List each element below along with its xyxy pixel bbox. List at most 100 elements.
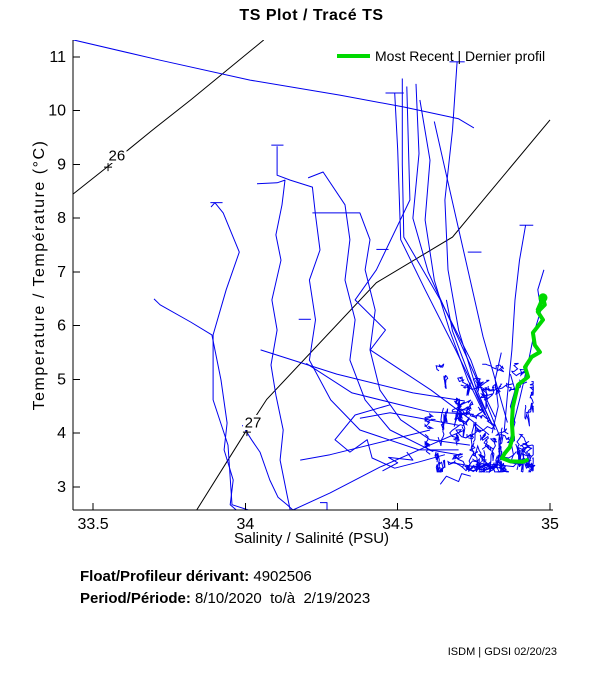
y-tick-label: 3 [57, 479, 66, 496]
cluster-stroke [473, 444, 482, 473]
float-id-label: Float/Profileur dérivant: [80, 568, 250, 585]
cluster-stroke [447, 460, 471, 472]
ts-profile-line [320, 502, 328, 510]
cluster-stroke [481, 437, 498, 452]
axes [72, 40, 553, 511]
ts-profile-line [312, 212, 470, 446]
ts-profile-line [382, 451, 414, 472]
cluster-stroke [449, 414, 470, 441]
most-recent-profile-start-blob [538, 293, 548, 303]
cluster-stroke [468, 451, 479, 466]
cluster-stroke [455, 429, 475, 440]
y-tick-label: 8 [57, 210, 66, 227]
density-contour-line [73, 40, 265, 195]
legend: Most Recent | Dernier profil [337, 48, 545, 64]
contour-label: 26 [109, 147, 126, 164]
density-contour-line [196, 119, 551, 510]
ts-profiles [73, 40, 545, 510]
period-label: Period/Période: [80, 590, 191, 607]
cluster-stroke [434, 451, 442, 473]
ts-profile-line [359, 412, 459, 426]
figure-footer: Float/Profileur dérivant: 4902506 Period… [80, 566, 370, 610]
ts-profile-line [354, 86, 490, 436]
ts-profile-line [412, 83, 496, 418]
cluster-stroke [494, 428, 516, 444]
cluster-stroke [466, 423, 496, 439]
cluster-stroke [435, 363, 445, 372]
ts-profile-line [439, 473, 471, 485]
x-tick-label: 35 [541, 516, 559, 533]
credit-text: ISDM | GDSI 02/20/23 [447, 646, 557, 658]
y-tick-label: 6 [57, 318, 66, 335]
x-tick-label: 34.5 [382, 516, 413, 533]
contour-plus-marker [104, 163, 113, 172]
cluster-stroke [457, 376, 469, 387]
ts-profile-line [394, 92, 496, 431]
plot-data-layer [73, 40, 551, 510]
cluster-stroke [467, 463, 474, 471]
cluster-stroke [451, 452, 465, 468]
cluster-stroke [525, 457, 534, 469]
cluster-stroke [516, 433, 533, 453]
cluster-stroke [469, 442, 476, 456]
cluster-stroke [518, 444, 533, 458]
ts-profile-line [256, 179, 291, 510]
cluster-stroke [529, 381, 534, 397]
ts-profile-line [452, 459, 520, 468]
ts-profile-line [525, 462, 536, 472]
cluster-stroke [424, 412, 436, 430]
cluster-stroke [443, 374, 449, 390]
float-id-line: Float/Profileur dérivant: 4902506 [80, 566, 370, 588]
most-recent-profile-line [499, 295, 547, 464]
x-tick-label: 34 [237, 516, 255, 533]
y-tick-label: 10 [48, 103, 66, 120]
chart-title: TS Plot / Tracé TS [239, 7, 384, 24]
period-value: 8/10/2020 to/à 2/19/2023 [190, 590, 371, 607]
ts-profile-line [153, 298, 237, 510]
cluster-stroke [437, 407, 445, 446]
cluster-stroke [484, 387, 488, 409]
ts-profile-line [444, 61, 493, 426]
cluster-stroke [479, 432, 490, 451]
ts-profile-line [210, 202, 249, 510]
ts-profile-line [241, 424, 465, 510]
ts-profile-line [260, 349, 465, 402]
float-id-value: 4902506 [249, 568, 312, 585]
cluster-stroke [488, 447, 495, 474]
y-tick-label: 5 [57, 371, 66, 388]
cluster-stroke [470, 421, 477, 449]
ts-profile-line [306, 362, 474, 415]
ts-profile-line [276, 146, 459, 451]
contour-plus-marker [242, 428, 251, 437]
legend-line-sample [337, 54, 370, 58]
cluster-stroke [451, 399, 472, 423]
legend-label: Most Recent | Dernier profil [375, 48, 546, 64]
y-axis-label: Temperature / Température (°C) [31, 139, 48, 411]
cluster-stroke [438, 459, 446, 473]
cluster-stroke [462, 385, 495, 397]
y-tick-label: 9 [57, 156, 66, 173]
ts-profile-line [300, 429, 431, 461]
cluster-stroke [482, 363, 505, 373]
ts-profile-line [503, 225, 527, 431]
cluster-stroke [442, 408, 449, 431]
ts-profile-line [491, 352, 502, 434]
ts-profile-line [445, 299, 490, 423]
ts-profile-line [334, 404, 446, 469]
y-tick-label: 4 [57, 425, 66, 442]
cluster-stroke [486, 382, 514, 396]
ts-profile-line [73, 40, 475, 129]
ts-profile-line [433, 121, 508, 423]
y-tick-label: 11 [49, 49, 66, 66]
cluster-stroke [524, 402, 534, 427]
y-tick-label: 7 [57, 264, 66, 281]
contour-label: 27 [245, 414, 262, 431]
cluster-stroke [489, 465, 510, 473]
cluster-stroke [474, 462, 506, 473]
x-tick-label: 33.5 [78, 516, 109, 533]
ts-profile-line [419, 99, 486, 416]
period-line: Period/Période: 8/10/2020 to/à 2/19/2023 [80, 588, 370, 610]
x-axis-label: Salinity / Salinité (PSU) [233, 530, 390, 547]
